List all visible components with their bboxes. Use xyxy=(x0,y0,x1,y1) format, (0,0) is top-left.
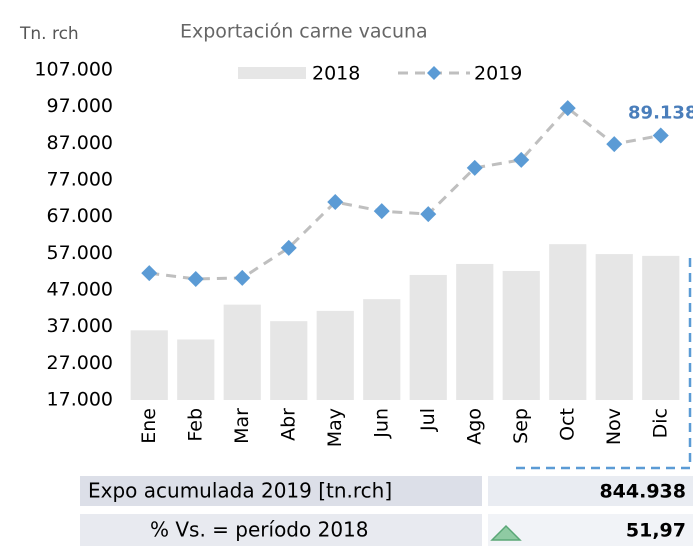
legend-label: 2018 xyxy=(312,63,360,85)
x-tick-label: Jun xyxy=(370,408,392,439)
y-tick-label: 17.000 xyxy=(47,389,113,411)
marker xyxy=(559,100,576,117)
data-label: 89.138 xyxy=(628,102,693,123)
y-tick-label: 77.000 xyxy=(47,169,113,191)
bar xyxy=(130,330,168,400)
y-tick-label: 57.000 xyxy=(47,242,113,264)
y-tick-label: 107.000 xyxy=(34,59,113,81)
row-label: Expo acumulada 2019 [tn.rch] xyxy=(88,479,392,503)
y-tick-label: 27.000 xyxy=(47,352,113,374)
marker xyxy=(141,265,158,282)
marker xyxy=(513,151,530,168)
row-bg xyxy=(80,514,482,546)
bar xyxy=(549,244,587,400)
up-icon xyxy=(490,524,522,541)
row-bg xyxy=(80,476,482,506)
y-tick-label: 37.000 xyxy=(47,315,113,337)
y-tick-label: 87.000 xyxy=(47,132,113,154)
marker xyxy=(327,194,344,210)
x-tick-label: Jul xyxy=(417,408,439,432)
marker xyxy=(606,136,623,153)
bar xyxy=(409,274,447,400)
bar xyxy=(223,304,261,400)
x-tick-label: Sep xyxy=(510,408,532,444)
x-tick-label: Dic xyxy=(649,408,671,438)
row-bg xyxy=(488,476,693,506)
y-axis-label: Tn. rch xyxy=(19,24,79,44)
marker xyxy=(420,206,437,223)
bar xyxy=(270,321,308,400)
x-tick-label: Ago xyxy=(463,408,485,445)
marker xyxy=(187,271,204,287)
chart-title: Exportación carne vacuna xyxy=(180,21,428,43)
bar xyxy=(642,255,680,400)
row-label: % Vs. = período 2018 xyxy=(150,518,369,542)
legend-swatch xyxy=(427,66,441,80)
x-tick-label: Ene xyxy=(138,408,160,444)
marker xyxy=(373,203,390,220)
legend-label: 2019 xyxy=(474,63,522,85)
x-tick-label: Nov xyxy=(603,408,625,445)
y-tick-label: 67.000 xyxy=(47,205,113,227)
marker xyxy=(234,269,251,286)
row-value: 51,97 xyxy=(626,520,686,542)
bar xyxy=(363,299,401,400)
bar xyxy=(595,254,633,400)
y-tick-label: 97.000 xyxy=(47,95,113,117)
x-tick-label: Mar xyxy=(231,408,253,444)
bar xyxy=(316,310,354,400)
x-tick-label: Feb xyxy=(184,408,206,442)
legend-swatch xyxy=(238,67,306,79)
x-tick-label: May xyxy=(324,408,346,447)
bar xyxy=(177,339,215,400)
bar xyxy=(502,270,540,400)
marker xyxy=(466,159,483,176)
y-tick-label: 47.000 xyxy=(47,279,113,301)
marker xyxy=(652,127,669,144)
frame-dash xyxy=(515,258,692,470)
marker xyxy=(280,239,297,256)
bar xyxy=(456,263,494,400)
x-tick-label: Oct xyxy=(556,408,578,441)
row-bg xyxy=(488,514,693,546)
x-tick-label: Abr xyxy=(277,408,299,441)
row-value: 844.938 xyxy=(599,481,686,503)
